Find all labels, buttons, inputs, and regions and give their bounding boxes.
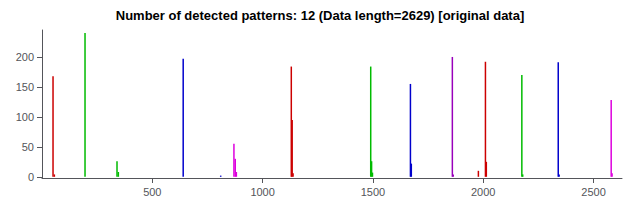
svg-text:Number of detected patterns: 1: Number of detected patterns: 12 (Data le… [116, 8, 525, 23]
svg-text:500: 500 [143, 186, 161, 198]
svg-text:100: 100 [16, 111, 34, 123]
svg-text:200: 200 [16, 51, 34, 63]
svg-text:1000: 1000 [250, 186, 274, 198]
svg-text:2500: 2500 [581, 186, 605, 198]
svg-text:1500: 1500 [361, 186, 385, 198]
svg-text:150: 150 [16, 81, 34, 93]
svg-text:50: 50 [22, 141, 34, 153]
svg-text:0: 0 [28, 171, 34, 183]
svg-text:2000: 2000 [471, 186, 495, 198]
